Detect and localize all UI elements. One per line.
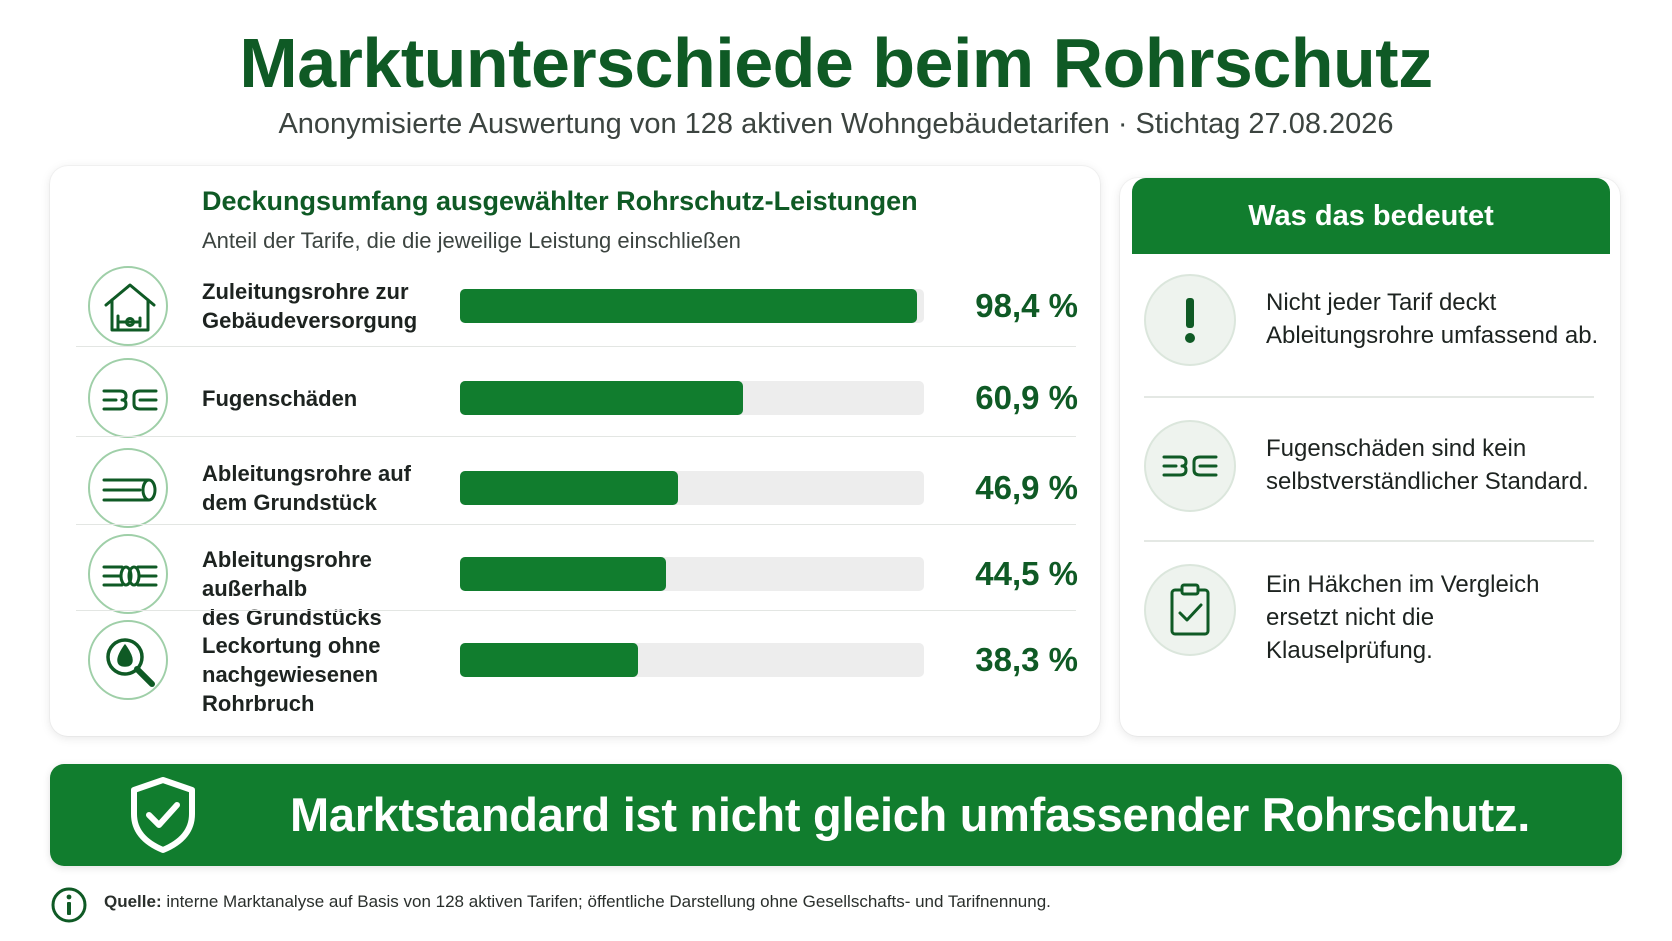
page-subtitle: Anonymisierte Auswertung von 128 aktiven… — [278, 108, 1394, 140]
bar — [460, 557, 666, 591]
bar-label-line: Fugenschäden — [202, 385, 358, 411]
exclamation-icon — [1144, 274, 1236, 366]
bar-label-line: Ableitungsrohre außerhalb — [202, 547, 372, 601]
chart-subtitle: Anteil der Tarife, die die jeweilige Lei… — [202, 228, 741, 253]
bar-track — [460, 643, 924, 677]
row-divider — [76, 524, 1076, 525]
bar-label: Fugenschäden — [202, 384, 452, 413]
bar-track — [460, 557, 924, 591]
house-pipe-icon — [88, 266, 168, 346]
bar-label-line: nachgewiesenen Rohrbruch — [202, 662, 379, 716]
bar-label: Leckortung ohne nachgewiesenen Rohrbruch — [202, 631, 452, 718]
bar-label: Ableitungsrohre außerhalb des Grundstücks — [202, 545, 452, 632]
pipe-icon — [88, 448, 168, 528]
row-divider — [76, 346, 1076, 347]
bar-value-label: 44,5 % — [975, 555, 1078, 592]
meaning-text: Ein Häkchen im Vergleich ersetzt nicht d… — [1266, 571, 1540, 664]
bar-label: Ableitungsrohre auf dem Grundstück — [202, 459, 452, 517]
meaning-text: Fugenschäden sind kein selbstverständlic… — [1266, 435, 1589, 495]
bar-label-line: dem Grundstück — [202, 490, 377, 515]
bar — [460, 471, 678, 505]
meaning-header: Was das bedeutet — [1132, 178, 1610, 254]
conclusion-banner: Marktstandard ist nicht gleich umfassend… — [50, 764, 1622, 866]
bar-value-label: 60,9 % — [975, 379, 1078, 416]
meaning-item: Ein Häkchen im Vergleich ersetzt nicht d… — [1120, 564, 1620, 714]
bar-value-label: 38,3 % — [975, 641, 1078, 678]
clipboard-check-icon — [1144, 564, 1236, 656]
bar-track — [460, 381, 924, 415]
bar-row: Zuleitungsrohre zur Gebäudeversorgung 98,4… — [76, 262, 1078, 350]
bar-label-line: Gebäudeversorgung — [202, 308, 418, 333]
bar-value-label: 46,9 % — [975, 469, 1078, 506]
bar-label-line: Leckortung ohne — [202, 633, 381, 658]
pipe-coupling-icon — [88, 534, 168, 614]
meaning-item: Nicht jeder Tarif deckt Ableitungsrohre … — [1120, 274, 1620, 404]
leak-search-icon — [88, 620, 168, 700]
source-footer: Quelle: interne Marktanalyse auf Basis v… — [50, 886, 1250, 924]
bar-row: Ableitungsrohre außerhalb des Grundstücks… — [76, 534, 1078, 630]
divider — [1144, 540, 1594, 542]
shield-check-icon — [128, 776, 198, 859]
chart-title: Deckungsumfang ausgewählter Rohrschutz-L… — [202, 186, 918, 216]
source-label: Quelle: — [104, 892, 162, 911]
bar-label-line: des Grundstücks — [202, 605, 382, 630]
bar-row: Ableitungsrohre auf dem Grundstück 46,9 % — [76, 446, 1078, 530]
bar-label: Zuleitungsrohre zur Gebäudeversorgung — [202, 277, 452, 335]
bar — [460, 289, 917, 323]
source-text: Quelle: interne Marktanalyse auf Basis v… — [104, 892, 1051, 912]
page-title: Marktunterschiede beim Rohrschutz — [239, 24, 1433, 102]
conclusion-text: Marktstandard ist nicht gleich umfassend… — [290, 788, 1530, 841]
info-icon — [50, 886, 88, 929]
row-divider — [76, 436, 1076, 437]
bar-track — [460, 289, 924, 323]
bar — [460, 643, 638, 677]
pipe-joint-icon — [1144, 420, 1236, 512]
pipe-joint-icon — [88, 358, 168, 438]
meaning-card: Was das bedeutet Nicht jeder Tarif deckt… — [1120, 178, 1620, 736]
divider — [1144, 396, 1594, 398]
source-body: interne Marktanalyse auf Basis von 128 a… — [161, 892, 1051, 911]
meaning-text: Nicht jeder Tarif deckt Ableitungsrohre … — [1266, 289, 1599, 349]
row-divider — [76, 610, 1076, 611]
bar-track — [460, 471, 924, 505]
bar-label-line: Zuleitungsrohre zur — [202, 279, 409, 304]
bar-row: Leckortung ohne nachgewiesenen Rohrbruch 3… — [76, 618, 1078, 716]
bar — [460, 381, 743, 415]
bar-value-label: 98,4 % — [975, 287, 1078, 324]
bar-label-line: Ableitungsrohre auf — [202, 461, 412, 486]
chart-card: Deckungsumfang ausgewählter Rohrschutz-L… — [50, 166, 1100, 736]
bar-row: Fugenschäden 60,9 % — [76, 356, 1078, 440]
meaning-item: Fugenschäden sind kein selbstverständlic… — [1120, 420, 1620, 550]
